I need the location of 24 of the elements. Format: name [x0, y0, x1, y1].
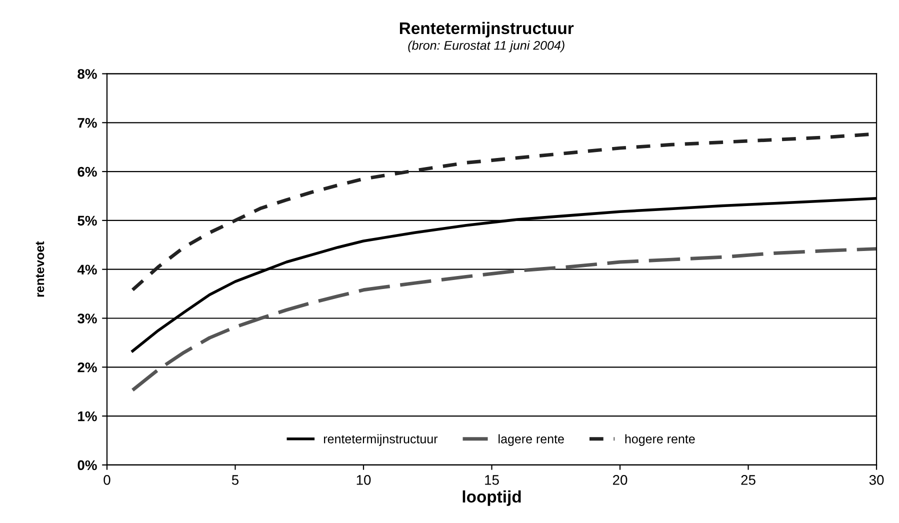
y-tick-label: 0% — [78, 460, 97, 470]
y-tick-label: 6% — [78, 166, 97, 177]
legend-label: lagere rente — [498, 434, 564, 446]
x-tick-label: 0 — [104, 475, 110, 485]
x-tick-label: 25 — [741, 475, 756, 485]
x-tick-label: 10 — [356, 475, 371, 485]
y-axis-title: rentevoet — [36, 241, 44, 297]
x-tick-label: 5 — [232, 475, 239, 485]
x-tick-label: 30 — [869, 475, 884, 485]
legend-label: rentetermijnstructuur — [324, 434, 438, 446]
y-tick-label: 8% — [78, 69, 97, 79]
legend-label: hogere rente — [625, 434, 695, 446]
y-tick-label: 1% — [78, 411, 97, 422]
x-axis-title: looptijd — [462, 490, 521, 506]
y-tick-label: 2% — [78, 362, 97, 372]
y-tick-label: 4% — [77, 264, 97, 274]
x-tick-label: 20 — [612, 475, 628, 485]
chart-subtitle: (bron: Eurostat 11 juni 2004) — [408, 40, 564, 52]
y-tick-label: 3% — [78, 314, 97, 324]
line-series — [130, 247, 877, 392]
y-tick-label: 7% — [78, 118, 97, 128]
y-tick-label: 5% — [78, 216, 97, 226]
x-tick-label: 15 — [485, 475, 499, 485]
chart-title: Rentetermijnstructuur — [400, 22, 574, 38]
